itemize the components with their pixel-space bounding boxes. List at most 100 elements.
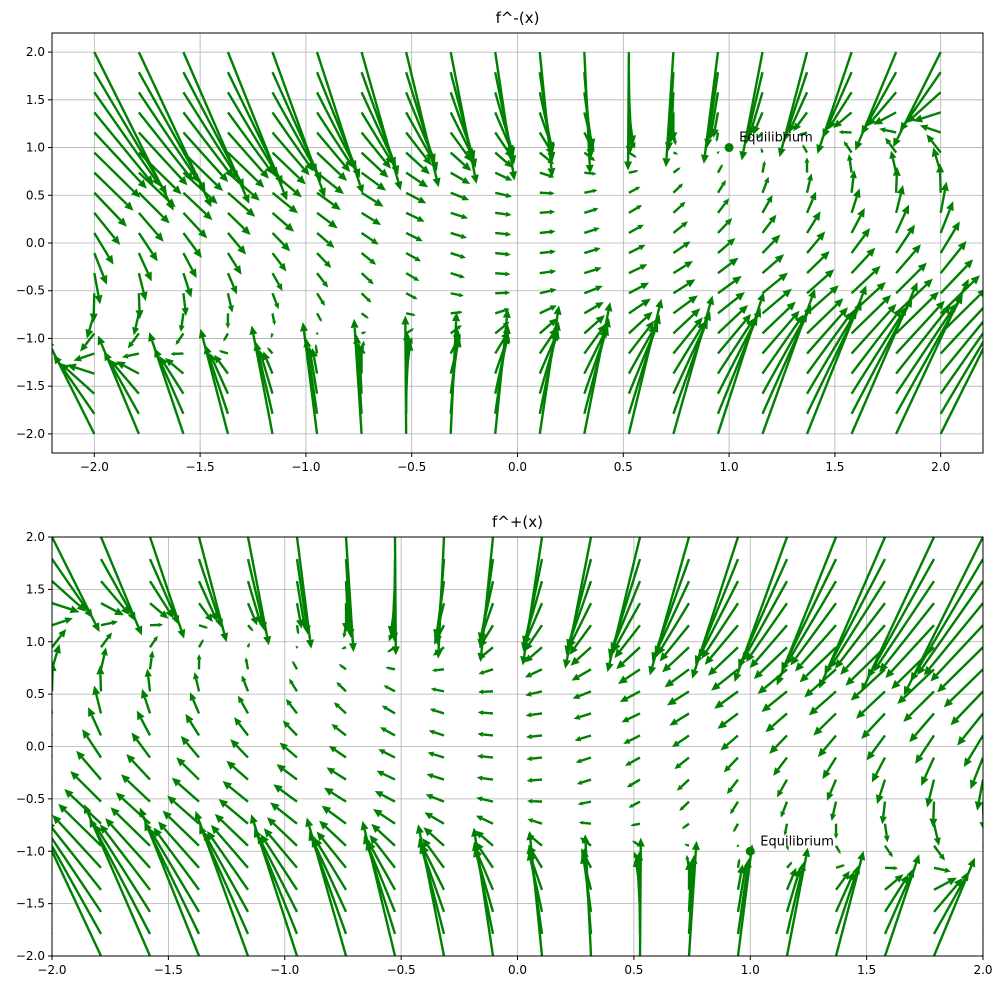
quiver-arrow [685,855,689,868]
quiver-arrow [362,293,372,302]
quiver-arrow [584,286,602,294]
x-tick-label: 0.0 [508,460,527,474]
quiver-arrow [574,713,591,719]
quiver-arrow [807,310,857,394]
quiver-arrow [432,668,444,672]
quiver-arrow [584,208,598,213]
quiver-arrow [579,821,591,825]
quiver-arrow [867,735,885,760]
quiver-arrow [718,258,739,274]
quiver-arrow [934,858,975,956]
quiver-arrow [763,195,773,213]
quiver-arrow [934,824,941,846]
quiver-arrow [665,669,689,687]
quiver-arrow [629,299,651,314]
quiver-arrow [625,758,640,766]
quiver-arrow [608,559,640,658]
quiver-arrow [763,215,777,233]
quiver-arrow [852,208,865,233]
quiver-arrow [787,862,792,868]
quiver-arrow [761,148,764,153]
quiver-arrow [0,811,52,934]
quiver-arrow [317,313,322,322]
quiver-arrow [717,713,738,729]
quiver-arrow [852,188,861,213]
quiver-arrow [406,313,416,316]
quiver-arrow [267,347,272,353]
quiver-arrow [94,92,160,186]
quiver-arrow [273,273,283,291]
quiver-arrow [406,253,421,261]
quiver-arrow [856,691,885,718]
quiver-arrow [718,218,732,233]
quiver-arrow [662,647,689,672]
quiver-arrow [176,333,184,345]
quiver-arrow [884,824,890,843]
quiver-arrow [382,706,395,714]
quiver-arrow [185,714,199,736]
quiver-arrow [629,283,649,294]
quiver-arrow [257,835,297,912]
quiver-arrow [419,845,444,912]
quiver-arrow [141,689,150,714]
quiver-arrow [451,293,464,297]
x-tick-label: −1.0 [291,460,320,474]
quiver-arrow [94,52,173,210]
quiver-arrow [132,732,150,757]
quiver-arrow [807,269,834,293]
quiver-arrow [526,734,542,739]
quiver-arrow [322,806,346,824]
quiver-arrow [941,275,1004,433]
quiver-arrow [477,776,493,781]
y-tick-label: −1.5 [16,379,45,393]
quiver-arrow [451,213,468,219]
quiver-arrow [838,130,851,134]
quiver-arrow [228,233,246,255]
x-tick-label: −1.0 [270,963,299,977]
quiver-arrow [238,696,248,714]
quiver-arrow [622,713,640,722]
quiver-arrow [718,180,726,193]
x-tick-label: 1.0 [720,460,739,474]
quiver-arrow [183,273,192,298]
quiver-arrow [53,355,94,414]
quiver-arrow [674,758,689,770]
quiver-arrow [289,679,297,692]
quiver-arrow [629,205,642,213]
quiver-arrow [813,713,836,735]
quiver-arrow [526,756,542,761]
quiver-arrow [807,173,813,192]
quiver-arrow [121,774,150,801]
quiver-arrow [312,838,346,912]
quiver-arrow [578,801,591,805]
quiver-arrow [844,141,852,153]
quiver-arrow [228,213,251,235]
quiver-arrow [44,682,52,713]
quiver-arrow [941,291,1004,414]
quiver-arrow [137,710,150,735]
quiver-arrow [170,352,183,356]
chart-title: f^+(x) [492,513,543,531]
y-tick-label: −1.0 [16,331,45,345]
quiver-arrow [879,127,896,132]
quiver-arrow [941,275,980,313]
quiver-arrow [165,358,183,374]
quiver-arrow [733,824,738,833]
quiver-arrow [921,758,934,786]
quiver-arrow [802,144,807,152]
quiver-arrow [763,254,785,273]
quiver-arrow [428,752,444,758]
quiver-arrow [672,735,689,747]
quiver-arrow [52,537,100,632]
quiver-arrow [424,812,444,823]
quiver-arrow [199,625,208,628]
quiver-arrow [850,170,857,193]
quiver-arrow [427,773,444,779]
quiver-arrow [944,669,983,707]
quiver-arrow [629,264,647,273]
quiver-arrow [805,157,810,172]
quiver-arrow [876,780,885,805]
quiver-arrow [721,735,738,750]
